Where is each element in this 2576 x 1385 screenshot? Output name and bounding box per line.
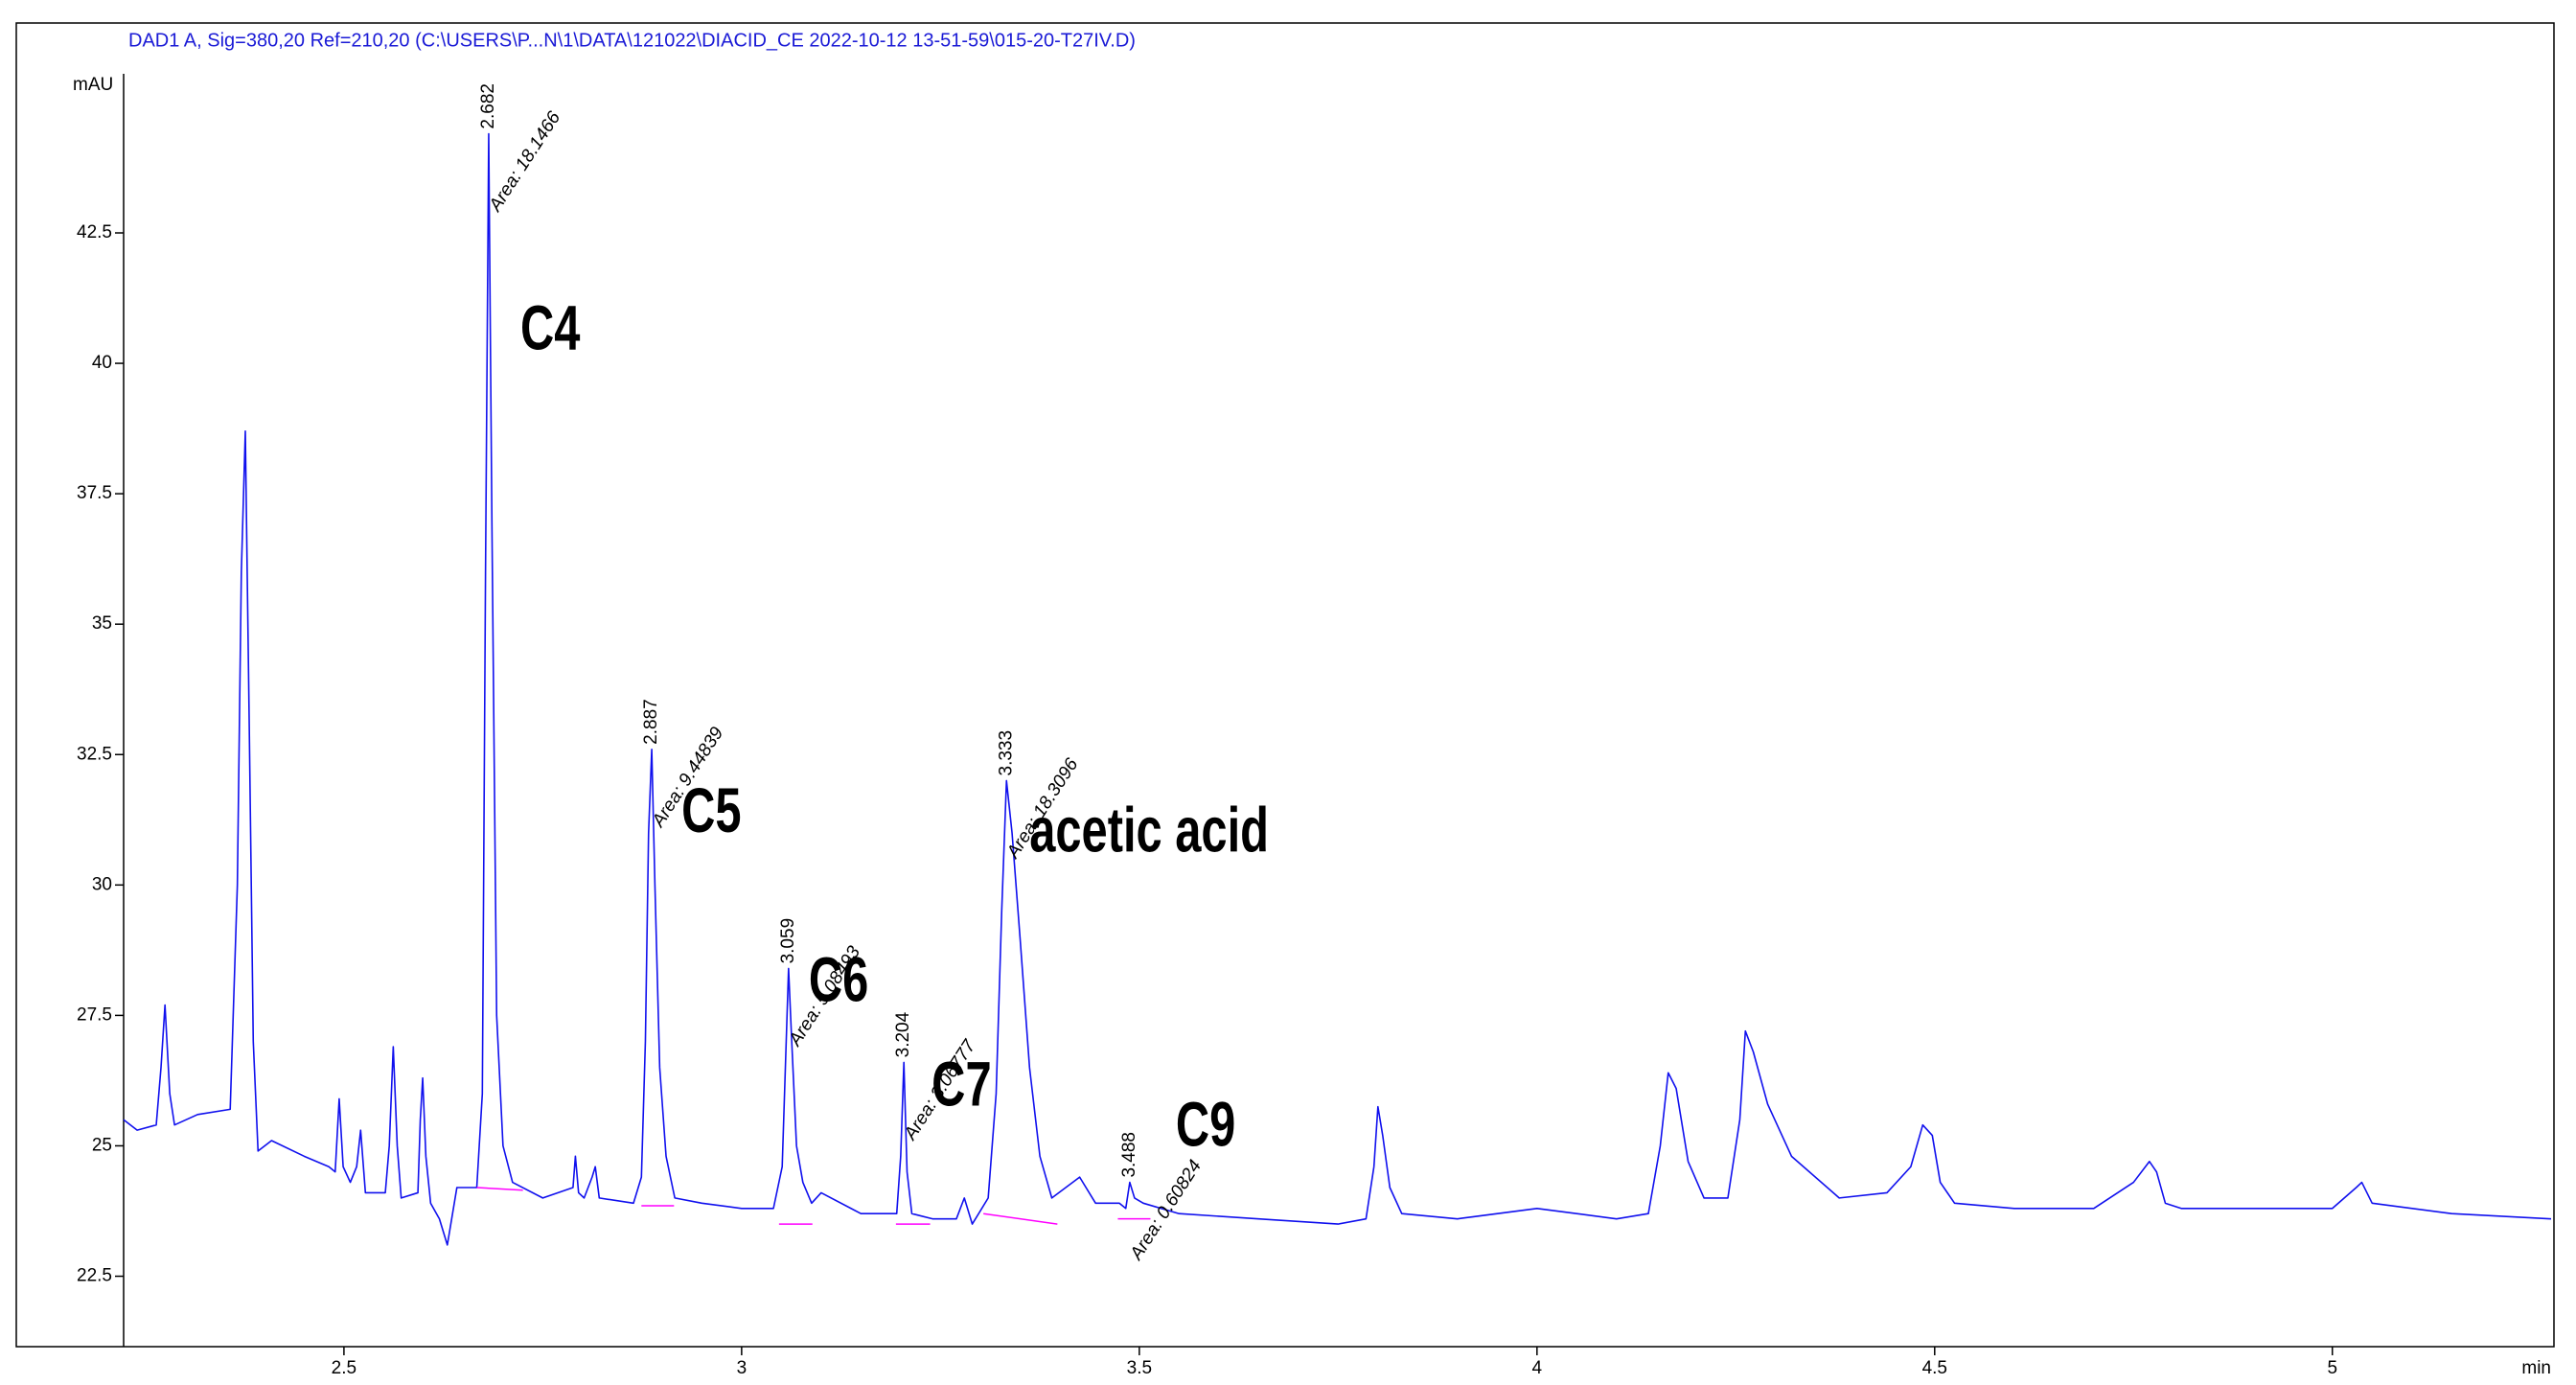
retention-time: 2.887 xyxy=(641,699,661,745)
y-tick-label: 35 xyxy=(92,613,112,634)
compound-label: C6 xyxy=(809,944,868,1015)
compound-label: C4 xyxy=(520,292,580,363)
x-tick-label: 5 xyxy=(2327,1358,2337,1378)
compound-label: C9 xyxy=(1176,1089,1235,1160)
retention-time: 3.204 xyxy=(893,1011,913,1057)
y-tick-label: 30 xyxy=(92,874,112,894)
retention-time: 3.059 xyxy=(778,918,798,964)
trace xyxy=(123,132,2552,1246)
integration-baseline xyxy=(476,1187,523,1191)
y-tick-label: 40 xyxy=(92,353,112,373)
y-unit: mAU xyxy=(73,75,113,95)
y-tick-label: 22.5 xyxy=(77,1266,112,1286)
x-tick-label: 3 xyxy=(737,1358,748,1378)
frame xyxy=(15,22,2555,1348)
y-tick-label: 32.5 xyxy=(77,744,112,764)
chart-title: DAD1 A, Sig=380,20 Ref=210,20 (C:\USERS\… xyxy=(128,30,1136,51)
compound-label: C5 xyxy=(681,775,741,846)
x-tick-label: 4.5 xyxy=(1922,1358,1947,1378)
y-tick-label: 27.5 xyxy=(77,1004,112,1025)
y-tick-label: 42.5 xyxy=(77,222,112,242)
retention-time: 2.682 xyxy=(478,83,498,129)
compound-label: C7 xyxy=(932,1049,991,1120)
x-tick-label: 2.5 xyxy=(332,1358,356,1378)
retention-time: 3.488 xyxy=(1119,1132,1139,1178)
y-tick-label: 37.5 xyxy=(77,483,112,503)
x-tick-label: 4 xyxy=(1532,1358,1543,1378)
compound-label: acetic acid xyxy=(1029,795,1269,866)
retention-time: 3.333 xyxy=(996,730,1016,776)
integration-baseline xyxy=(983,1212,1058,1225)
x-unit: min xyxy=(2521,1358,2551,1378)
x-tick-label: 3.5 xyxy=(1127,1358,1152,1378)
y-tick-label: 25 xyxy=(92,1135,112,1155)
